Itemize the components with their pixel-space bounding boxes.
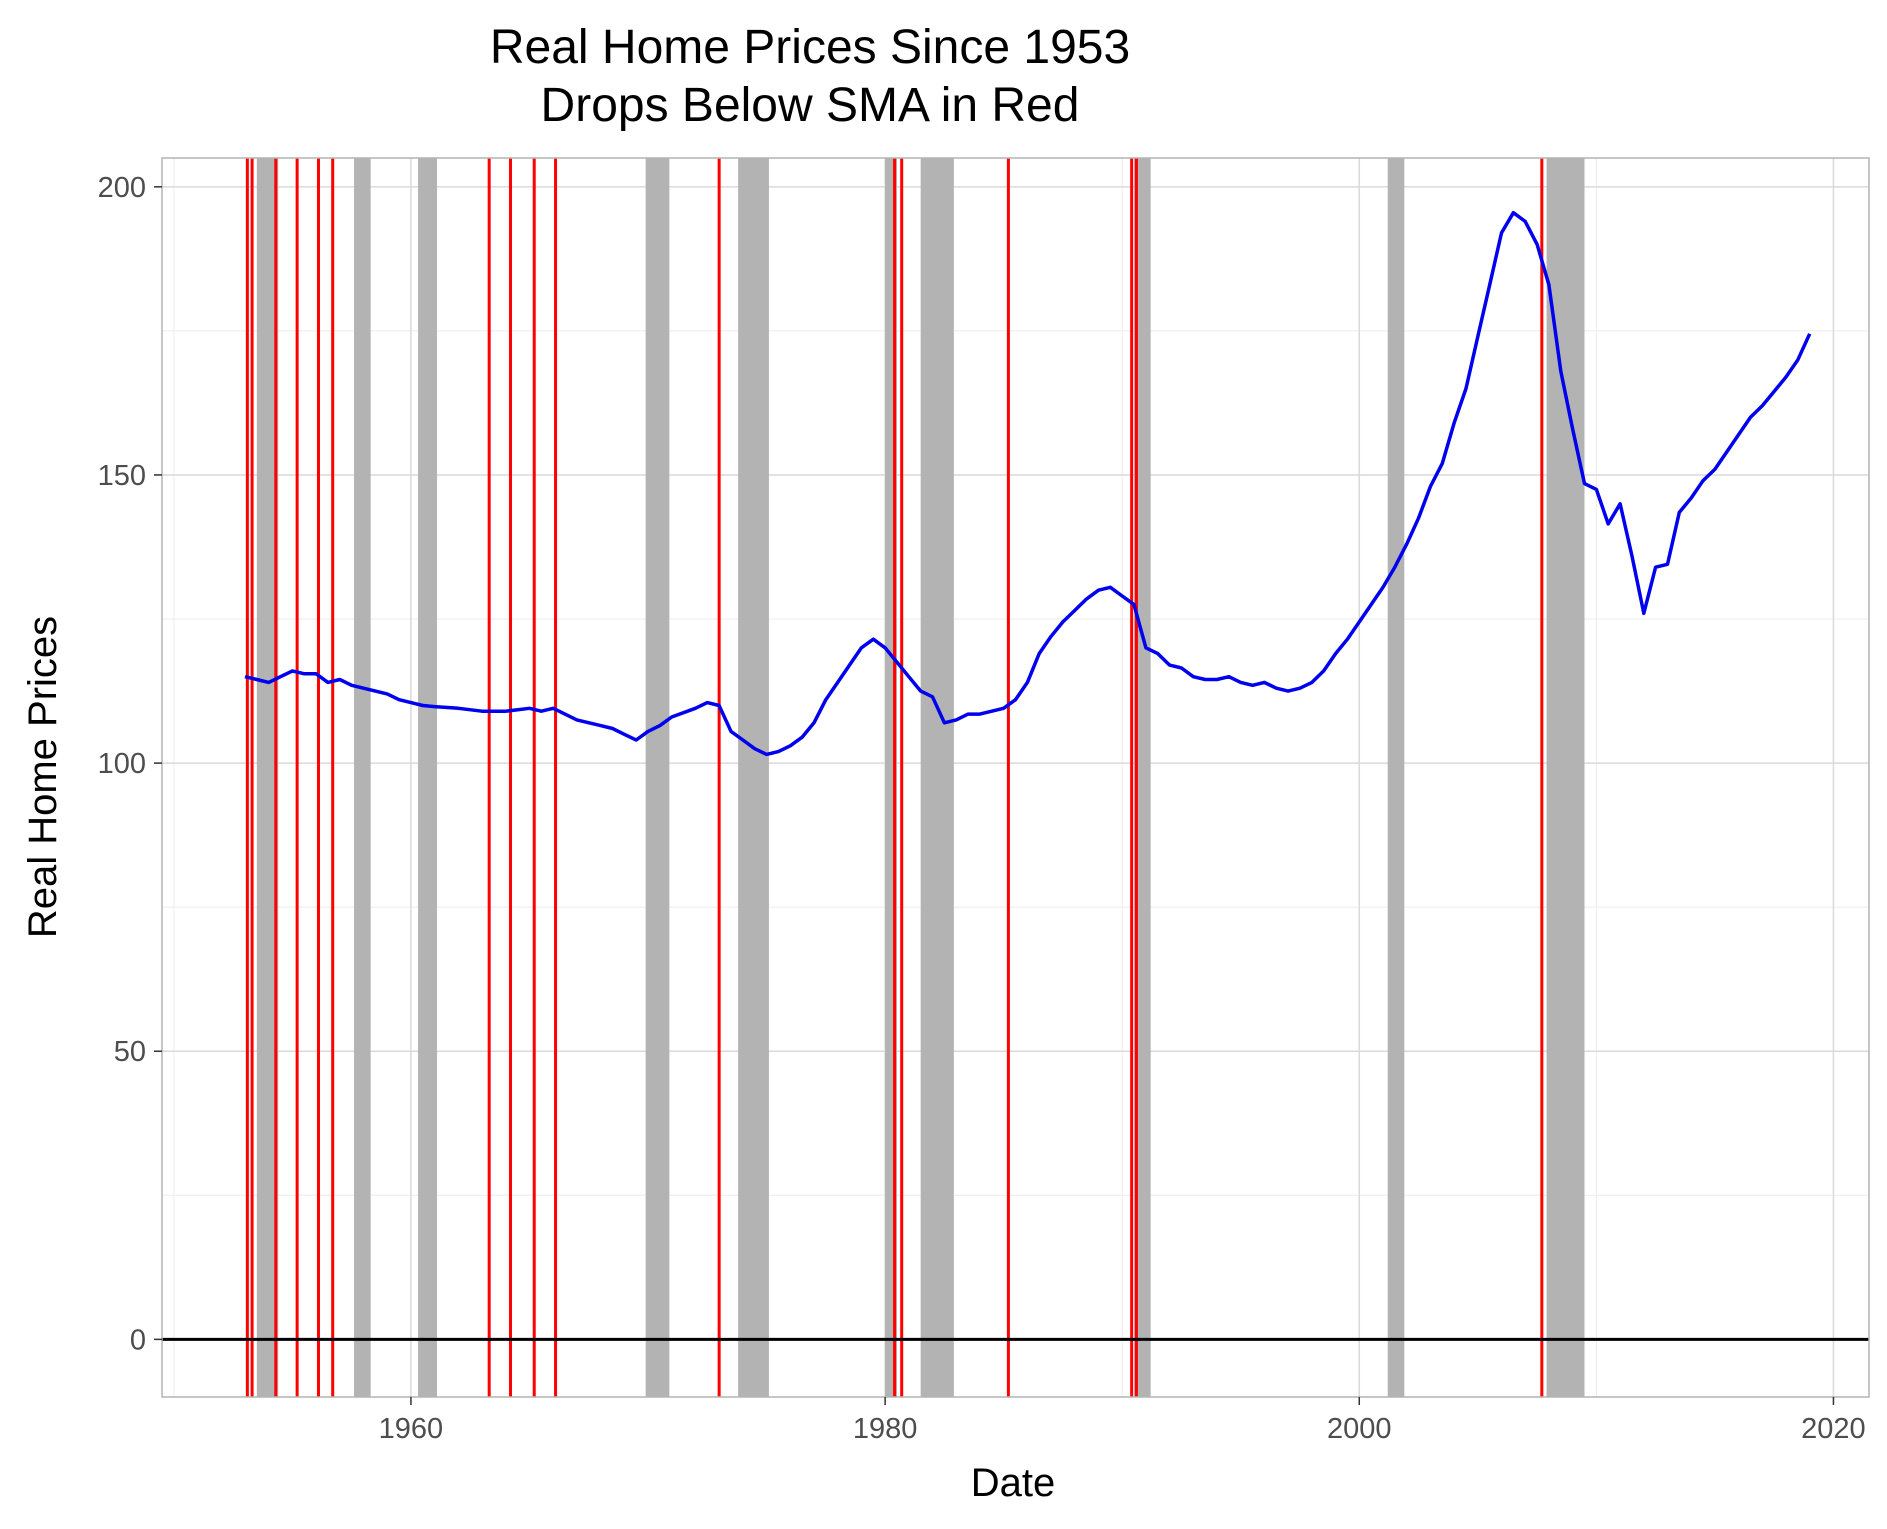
recession-band: [645, 158, 670, 1397]
x-tick-label: 1960: [379, 1413, 444, 1445]
price-line: [244, 210, 1812, 757]
x-axis: 1960 1980 2000 2020: [379, 1397, 1866, 1445]
recession-band: [354, 158, 371, 1397]
panel-border: [161, 157, 1870, 1398]
y-tick-label: 150: [98, 460, 146, 492]
x-axis-title: Date: [971, 1461, 1056, 1505]
x-tick-label: 1980: [853, 1413, 918, 1445]
recession-band: [885, 158, 897, 1397]
recession-bands: [256, 158, 1585, 1397]
recession-band: [1387, 158, 1405, 1397]
y-tick-label: 0: [130, 1324, 146, 1356]
recession-band: [1134, 158, 1151, 1397]
recession-band: [920, 158, 954, 1397]
y-tick-label: 100: [98, 748, 146, 780]
y-tick-label: 200: [98, 172, 146, 204]
y-tick-label: 50: [114, 1036, 146, 1068]
recession-band: [738, 158, 769, 1397]
x-tick-label: 2020: [1801, 1413, 1866, 1445]
recession-band: [256, 158, 279, 1397]
x-tick-label: 2000: [1327, 1413, 1392, 1445]
recession-band: [1546, 158, 1585, 1397]
y-axis: 0 50 100 150 200: [98, 172, 162, 1356]
chart-subtitle: Drops Below SMA in Red: [541, 79, 1080, 132]
recession-band: [418, 158, 438, 1397]
chart-title: Real Home Prices Since 1953: [490, 21, 1130, 74]
sma-drop-signals: [245, 158, 1544, 1397]
y-axis-title: Real Home Prices: [21, 616, 65, 938]
